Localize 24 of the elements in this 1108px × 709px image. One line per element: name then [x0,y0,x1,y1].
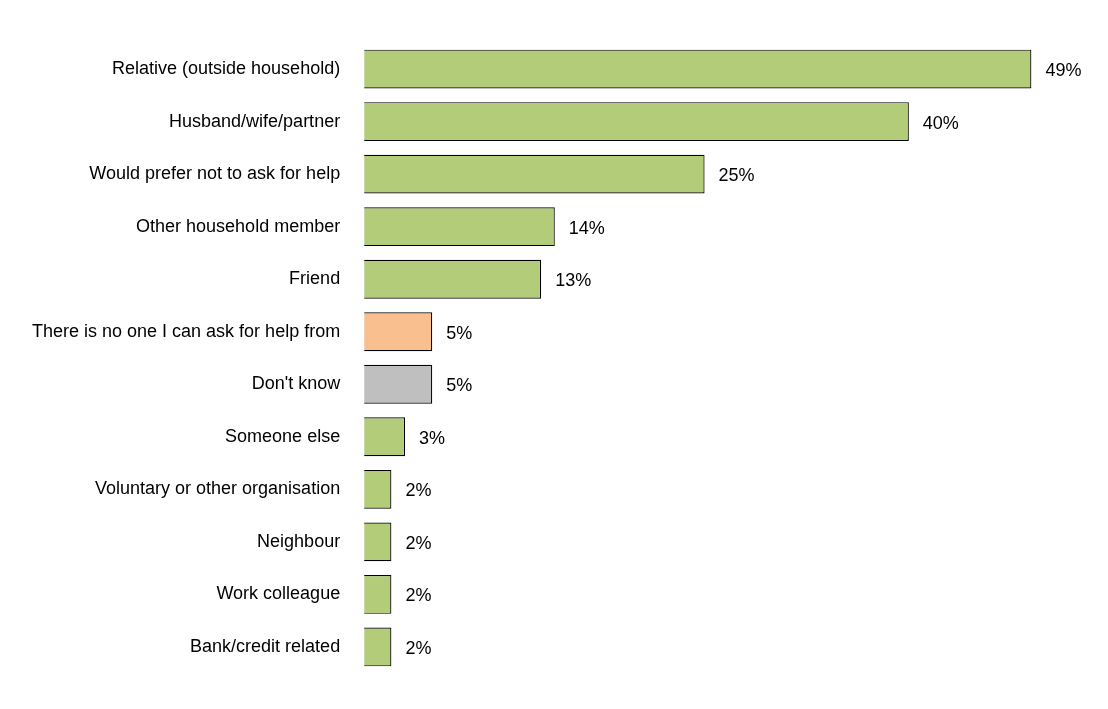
data-label: 2% [405,637,432,658]
data-label: 40% [922,112,959,133]
y-tick-label: Friend [289,268,341,289]
data-label: 2% [405,532,432,553]
data-label: 14% [568,217,605,238]
data-label: 5% [446,375,473,396]
data-label: 25% [718,165,755,186]
y-tick-label: Bank/credit related [190,635,341,656]
y-tick-label: Neighbour [257,530,341,551]
data-label: 13% [555,270,592,291]
y-tick-label: Voluntary or other organisation [95,478,341,499]
y-tick-label: There is no one I can ask for help from [32,320,341,341]
y-tick-label: Relative (outside household) [112,58,341,79]
y-tick-label: Other household member [136,215,341,236]
y-tick-label: Don't know [251,373,342,394]
y-tick-label: Work colleague [216,583,341,604]
data-label: 2% [405,480,432,501]
y-tick-label: Someone else [225,425,341,446]
y-tick-label: Would prefer not to ask for help [89,163,341,184]
data-label: 49% [1045,60,1082,81]
y-tick-label: Husband/wife/partner [169,110,341,131]
data-label: 2% [405,585,432,606]
data-label: 3% [419,427,446,448]
data-label: 5% [446,322,473,343]
